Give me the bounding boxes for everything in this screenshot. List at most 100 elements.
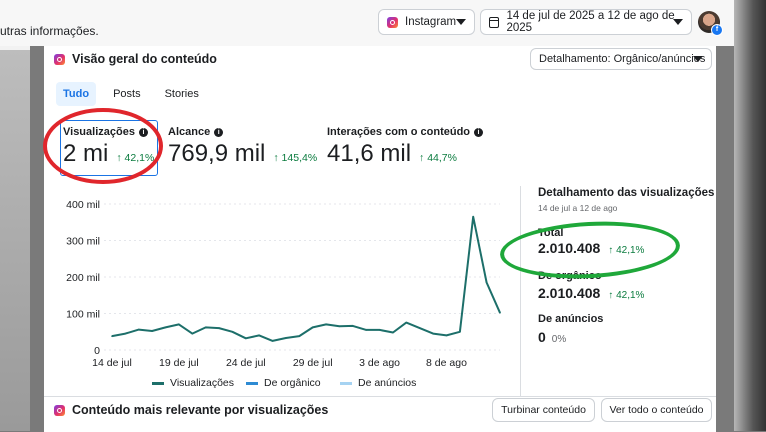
date-range-label: 14 de jul de 2025 a 12 de ago de 2025 [506,10,675,34]
chevron-down-icon [456,19,466,25]
avatar[interactable]: f [698,11,723,36]
series-line-views [111,215,501,342]
x-tick-label: 24 de jul [226,357,266,369]
date-range-dropdown[interactable]: 14 de jul de 2025 a 12 de ago de 2025 [480,9,692,35]
data-point [485,281,488,284]
data-point [164,326,167,329]
data-point [432,332,434,335]
header-info-text: utras informações. [0,24,99,38]
x-tick-label: 8 de ago [426,357,467,369]
data-point [137,328,140,331]
data-point [378,329,381,331]
platform-dropdown[interactable]: Instagram [378,9,475,35]
relevant-content-card: Conteúdo mais relevante por visualizaçõe… [44,396,716,432]
divider [520,186,521,398]
see-all-content-button[interactable]: Ver todo o conteúdo [601,398,712,422]
data-point [472,215,475,218]
metric-value: 41,6 mil [327,140,412,167]
total-value: 2.010.408 ↑ 42,1% [538,240,645,256]
legend-item-views[interactable]: Visualizações [152,377,234,389]
platform-label: Instagram [405,16,457,28]
ads-label: De anúncios [538,313,604,325]
data-point [459,330,461,333]
data-point [392,331,394,334]
calendar-icon [489,16,500,28]
y-tick-label: 0 [94,345,100,357]
legend-swatch [340,381,352,385]
data-point [191,332,194,335]
data-point [218,327,220,329]
data-point [338,325,341,328]
relevant-title: Conteúdo mais relevante por visualizaçõe… [72,403,329,417]
metric-interactions[interactable]: Interações com o conteúdo i 41,6 mil ↑ 44,… [327,126,484,168]
tab-stories[interactable]: Stories [164,88,199,100]
x-tick-label: 19 de jul [159,357,199,369]
breakdown-dropdown[interactable]: Detalhamento: Orgânico/anúncios [530,48,712,70]
chevron-down-icon [693,56,703,62]
boost-content-button[interactable]: Turbinar conteúdo [492,398,595,422]
legend-item-ads[interactable]: De anúncios [340,377,416,389]
instagram-icon [387,16,398,28]
x-tick-label: 14 de jul [92,357,132,369]
data-point [405,321,408,324]
instagram-icon [54,53,65,65]
data-point [231,330,234,333]
data-point [258,334,260,337]
y-tick-label: 200 mil [66,272,100,284]
data-point [124,332,127,335]
data-point [499,311,501,314]
views-line-chart: 400 mil 300 mil 200 mil 100 mil 014 de jul 19… [66,199,501,369]
metric-delta: ↑ 145,4% [273,152,318,164]
data-point [271,340,274,342]
organic-label: De orgânico [538,270,602,282]
y-tick-label: 400 mil [66,199,100,211]
organic-value: 2.010.408 ↑ 42,1% [538,285,645,301]
metric-reach[interactable]: Alcance i 769,9 mil ↑ 145,4% [168,126,317,168]
background-left [0,0,30,431]
y-tick-label: 100 mil [66,309,100,321]
total-label: Total [538,227,564,239]
data-point [418,327,421,329]
legend-label: De orgânico [264,377,321,389]
data-point [151,330,153,332]
data-point [244,337,247,340]
data-point [352,325,354,327]
breakdown-dropdown-label: Detalhamento: Orgânico/anúncios [539,53,706,65]
red-highlight-circle [43,108,163,184]
instagram-icon [54,404,65,416]
metric-label: Interações com o conteúdo [327,126,471,138]
data-point [365,329,368,331]
breakdown-period: 14 de jul a 12 de ago [538,203,618,213]
content-tabs: Tudo Posts Stories [56,82,216,106]
breakdown-title: Detalhamento das visualizações [538,187,715,199]
data-point [178,323,180,326]
metric-value: 769,9 mil [168,140,266,167]
background-right [734,0,766,431]
content-overview-card: Visão geral do conteúdo Detalhamento: Or… [43,46,716,398]
data-point [111,335,113,337]
data-point [285,337,287,339]
section-title: Visão geral do conteúdo [54,52,217,66]
data-point [204,326,207,329]
metric-delta: ↑ 44,7% [419,152,457,164]
data-point [311,326,314,329]
x-tick-label: 3 de ago [359,357,400,369]
tab-posts[interactable]: Posts [113,88,141,100]
info-icon[interactable]: i [474,127,484,137]
info-icon[interactable]: i [214,127,224,137]
top-bar: utras informações. Instagram 14 de jul d… [0,0,734,46]
data-point [298,335,301,337]
facebook-icon: f [711,24,723,36]
data-point [325,323,327,326]
legend-swatch [152,381,164,385]
green-highlight-circle [498,217,682,283]
y-tick-label: 300 mil [66,236,100,248]
legend-label: Visualizações [170,377,235,389]
legend-label: De anúncios [358,377,417,389]
legend-item-organic[interactable]: De orgânico [246,377,321,389]
data-point [445,334,448,337]
chevron-down-icon [673,19,683,25]
metric-label: Alcance [168,126,211,138]
legend-swatch [246,381,258,385]
tab-all[interactable]: Tudo [56,82,97,106]
